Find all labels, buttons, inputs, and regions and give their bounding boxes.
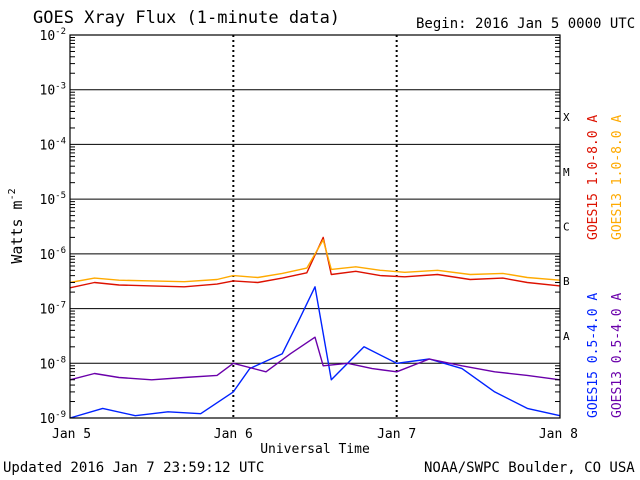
- flare-class-label: B: [563, 275, 570, 288]
- y-tick-label: 10-8: [40, 355, 67, 372]
- credit-text: NOAA/SWPC Boulder, CO USA: [424, 460, 635, 476]
- series-line: [69, 286, 561, 419]
- series-line: [69, 336, 561, 381]
- x-tick-label: Jan 6: [214, 427, 253, 442]
- updated-timestamp: Updated 2016 Jan 7 23:59:12 UTC: [3, 460, 265, 476]
- legend-label: GOES15 0.5-4.0 A: [586, 293, 601, 418]
- legend: GOES15 1.0-8.0 A GOES13 1.0-8.0 A GOES15 0…: [586, 115, 625, 418]
- legend-label: GOES13 1.0-8.0 A: [610, 115, 625, 240]
- y-tick-label: 10-7: [40, 301, 67, 318]
- y-tick-label: 10-5: [40, 191, 67, 208]
- y-tick-label: 10-2: [40, 27, 67, 44]
- flare-class-label: C: [563, 221, 570, 234]
- series-line: [69, 239, 561, 284]
- x-tick-label: Jan 5: [52, 427, 91, 442]
- y-tick-label: 10-3: [40, 82, 67, 99]
- y-axis-label: Watts m-2: [7, 188, 26, 263]
- x-axis-label: Universal Time: [260, 442, 370, 457]
- x-tick-label: Jan 8: [539, 427, 578, 442]
- gridlines: [70, 35, 560, 418]
- legend-label: GOES15 1.0-8.0 A: [586, 115, 601, 240]
- x-tick-label: Jan 7: [377, 427, 416, 442]
- chart-title: GOES Xray Flux (1-minute data): [33, 8, 341, 28]
- begin-info: Begin: 2016 Jan 5 0000 UTC: [416, 16, 635, 32]
- y-tick-label: 10-6: [40, 246, 67, 263]
- y-tick-label: 10-9: [40, 410, 67, 427]
- legend-label: GOES13 0.5-4.0 A: [610, 293, 625, 418]
- flare-class-label: A: [563, 330, 570, 343]
- y-tick-label: 10-4: [40, 136, 67, 153]
- plot-frame: [69, 34, 561, 419]
- begin-label: Begin:: [416, 16, 467, 32]
- series-lines: [69, 236, 561, 419]
- axes: 10-9 10-8 10-7 10-6 10-5 10-4 10-3 10-2 Jan 5 Jan…: [40, 27, 579, 442]
- begin-value: 2016 Jan 5 0000 UTC: [475, 16, 636, 32]
- flare-class-label: X: [563, 111, 570, 124]
- flare-class-label: M: [563, 166, 570, 179]
